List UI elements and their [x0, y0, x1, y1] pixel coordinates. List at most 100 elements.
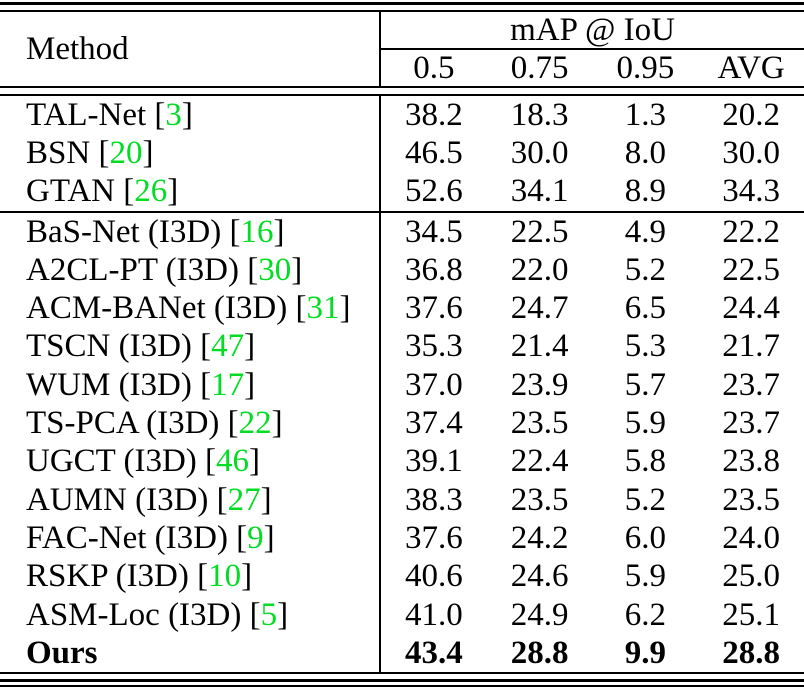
method-cell: GTAN [26] [0, 172, 381, 211]
table-header: Method mAP @ IoU 0.5 0.75 0.95 AVG [0, 12, 804, 86]
map-value-cell: 5.9 [624, 558, 666, 595]
citation-ref: 22 [238, 405, 272, 442]
map-value-cell: 5.3 [624, 328, 666, 365]
map-value-cell: 8.9 [624, 173, 666, 210]
citation-ref: 27 [227, 481, 261, 518]
method-cell: BaS-Net (I3D) [16] [0, 212, 381, 252]
map-value-cell: 8.0 [624, 134, 666, 171]
map-value-cell: 5.7 [624, 366, 666, 403]
map-value-cell: 37.6 [405, 290, 463, 327]
header-rule-1 [0, 86, 804, 88]
method-cell: TSCN (I3D) [47] [0, 327, 381, 367]
group-separator-rule [0, 210, 804, 213]
citation-ref: 3 [165, 96, 182, 133]
map-value-cell: 37.6 [405, 519, 463, 556]
map-value-cell: 5.2 [624, 481, 666, 518]
citation-ref: 16 [240, 213, 274, 250]
table-row: BaS-Net (I3D) [16] 34.5 22.5 4.9 22.2 [0, 212, 804, 252]
map-value-cell: 1.3 [624, 96, 666, 133]
map-value-cell: 39.1 [405, 443, 463, 480]
table-row: Ours 43.4 28.8 9.9 28.8 [0, 634, 804, 673]
map-value-cell: 6.2 [624, 596, 666, 633]
map-value-cell: 23.8 [722, 443, 780, 480]
table-row: GTAN [26] 52.6 34.1 8.9 34.3 [0, 172, 804, 211]
bottom-rule-thin [0, 685, 804, 688]
method-cell: ASM-Loc (I3D) [5] [0, 595, 381, 635]
map-value-cell: 5.2 [624, 251, 666, 288]
map-value-cell: 52.6 [405, 173, 463, 210]
method-header-cell: Method [0, 12, 381, 86]
citation-ref: 31 [306, 290, 340, 327]
map-value-cell: 36.8 [405, 251, 463, 288]
map-value-cell: 40.6 [405, 558, 463, 595]
iou-subheader-row: 0.5 0.75 0.95 AVG [381, 50, 804, 87]
map-value-cell: 6.0 [624, 519, 666, 556]
table-row: BSN [20] 46.5 30.0 8.0 30.0 [0, 134, 804, 173]
citation-ref: 30 [258, 251, 292, 288]
method-cell: Ours [0, 634, 381, 673]
method-header-label: Method [26, 30, 129, 67]
map-value-cell: 37.4 [405, 405, 463, 442]
method-cell: FAC-Net (I3D) [9] [0, 519, 381, 558]
map-value-cell: 23.5 [510, 405, 569, 442]
iou-group-label: mAP @ IoU [510, 11, 675, 48]
table-row: ASM-Loc (I3D) [5] 41.0 24.9 6.2 25.1 [0, 595, 804, 635]
method-cell: TS-PCA (I3D) [22] [0, 404, 381, 443]
map-value-cell: 24.0 [722, 519, 780, 556]
method-cell: A2CL-PT (I3D) [30] [0, 251, 381, 290]
map-value-cell: 4.9 [624, 213, 666, 250]
map-value-cell: 23.7 [722, 405, 780, 442]
map-value-cell: 34.3 [722, 173, 780, 210]
header-rule-2 [0, 94, 804, 96]
map-value-cell: 34.1 [510, 173, 569, 210]
method-cell: RSKP (I3D) [10] [0, 557, 381, 596]
citation-ref: 10 [208, 558, 242, 595]
map-value-cell: 46.5 [405, 134, 463, 171]
map-value-cell: 35.3 [405, 328, 463, 365]
map-value-cell: 21.4 [510, 328, 569, 365]
map-value-cell: 22.4 [510, 443, 569, 480]
iou-subheader-0.5: 0.5 [413, 50, 455, 86]
map-value-cell: 37.0 [405, 366, 463, 403]
map-value-cell: 43.4 [405, 634, 463, 671]
map-value-cell: 28.8 [722, 634, 780, 671]
table-row: WUM (I3D) [17] 37.0 23.9 5.7 23.7 [0, 366, 804, 405]
map-value-cell: 23.5 [510, 481, 569, 518]
citation-ref: 20 [109, 134, 143, 171]
table-row: RSKP (I3D) [10] 40.6 24.6 5.9 25.0 [0, 557, 804, 596]
iou-header-block: mAP @ IoU 0.5 0.75 0.95 AVG [381, 12, 804, 86]
table-row: A2CL-PT (I3D) [30] 36.8 22.0 5.2 22.5 [0, 251, 804, 290]
map-value-cell: 25.0 [722, 558, 780, 595]
map-value-cell: 5.9 [624, 405, 666, 442]
citation-ref: 5 [260, 596, 278, 633]
table-row: ACM-BANet (I3D) [31] 37.6 24.7 6.5 24.4 [0, 289, 804, 328]
method-cell: AUMN (I3D) [27] [0, 480, 381, 520]
citation-ref: 47 [211, 328, 245, 365]
iou-subheader-0.75: 0.75 [510, 50, 569, 86]
map-value-cell: 28.8 [510, 634, 569, 671]
top-rule-thin [0, 10, 804, 12]
map-value-cell: 24.6 [510, 558, 569, 595]
map-value-cell: 34.5 [405, 213, 463, 250]
iou-group-header: mAP @ IoU [381, 12, 804, 50]
citation-ref: 46 [216, 443, 250, 480]
map-value-cell: 22.2 [722, 213, 780, 250]
citation-ref: 26 [134, 173, 168, 210]
table-body-group-weakly: BaS-Net (I3D) [16] 34.5 22.5 4.9 22.2 A2CL-PT… [0, 212, 804, 673]
table-body-group-sota-full: TAL-Net [3] 38.2 18.3 1.3 20.2 BSN [20] 46.5 30… [0, 96, 804, 211]
iou-subheader-0.95: 0.95 [616, 50, 675, 86]
map-value-cell: 23.5 [722, 481, 780, 518]
method-cell: UGCT (I3D) [46] [0, 442, 381, 481]
map-value-cell: 6.5 [624, 290, 666, 327]
bottom-body-rule [0, 672, 804, 675]
map-value-cell: 38.2 [405, 96, 463, 133]
map-value-cell: 24.2 [510, 519, 569, 556]
table-row: FAC-Net (I3D) [9] 37.6 24.2 6.0 24.0 [0, 519, 804, 558]
table-row: AUMN (I3D) [27] 38.3 23.5 5.2 23.5 [0, 480, 804, 520]
map-value-cell: 25.1 [722, 596, 780, 633]
citation-ref: 17 [211, 366, 245, 403]
map-value-cell: 9.9 [624, 634, 666, 671]
map-value-cell: 38.3 [405, 481, 463, 518]
map-value-cell: 30.0 [510, 134, 569, 171]
